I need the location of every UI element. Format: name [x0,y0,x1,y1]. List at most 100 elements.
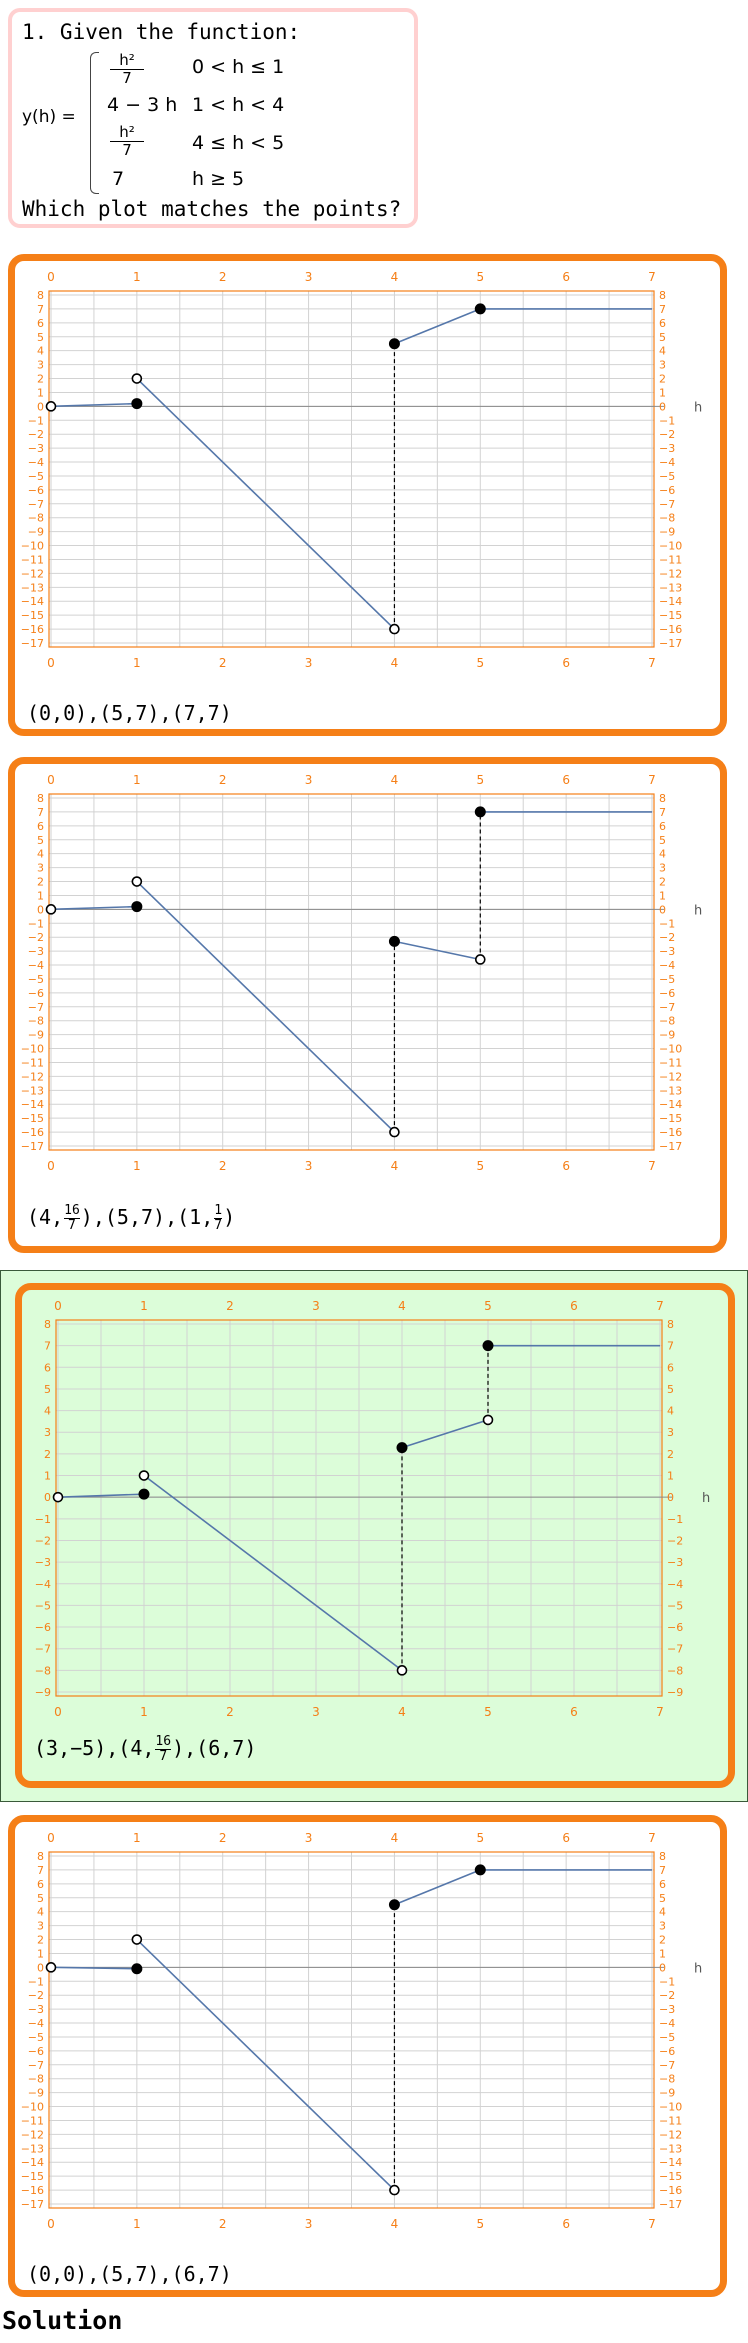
y-tick-label: −3 [28,945,44,958]
y-tick-label: −14 [21,2156,44,2169]
y-tick-label: −6 [659,987,675,1000]
y-tick-label: 1 [667,1470,674,1483]
option-3-caption: (3,−5),(4, 16 7),(6,7) [34,1735,256,1764]
closed-point [482,1340,494,1352]
y-tick-label: −2 [35,1534,51,1547]
y-tick-label: −10 [21,1043,44,1056]
y-tick-label: 5 [659,331,666,344]
option-2-panel[interactable]: h 0 0 1 1 2 2 3 3 4 4 5 5 6 6 7 7 −17 −17 −16 −16 −15 −15 −14 −1… [8,757,727,1253]
caption-text: , [92,1205,105,1229]
option-1-panel[interactable]: h 0 0 1 1 2 2 3 3 4 4 5 5 6 6 7 7 −17 −17 −16 −16 −15 −15 −14 −1… [8,254,727,736]
caption-text: (5,7) [104,1205,166,1229]
solution-heading[interactable]: Solution [2,2306,123,2335]
caption-text: (7,7) [171,701,232,725]
y-tick-label: −11 [21,2114,44,2127]
y-tick-label: 7 [44,1340,51,1353]
open-point [389,1126,400,1138]
y-tick-label: −4 [28,456,44,469]
y-tick-label: −5 [659,973,675,986]
caption-fraction: 16 7 [155,1734,172,1764]
open-point [45,401,57,412]
x-tick-label: 7 [648,1831,656,1845]
y-tick-label: −10 [21,540,44,553]
caption-text: (6,7) [196,1736,257,1760]
x-tick-label: 1 [133,656,141,670]
series-segment [57,1493,145,1498]
closed-point [388,935,400,947]
y-tick-label: −11 [21,553,44,566]
x-tick-label: 6 [570,1299,578,1313]
y-tick-label: 5 [37,1892,44,1905]
caption-text: , [106,1736,119,1760]
piece-2-expression: 4 − 3 h [107,94,178,116]
axis-label-h: h [694,400,702,415]
y-tick-label: 7 [659,1864,666,1877]
plot-frame [55,1319,663,1697]
y-tick-label: 8 [659,289,666,302]
y-tick-label: 1 [659,1947,666,1960]
caption-text: , [87,701,100,725]
y-tick-label: −10 [21,2101,44,2114]
series-segment [50,402,137,408]
y-tick-label: −13 [21,1084,44,1097]
y-tick-label: 0 [37,903,44,916]
x-tick-label: 2 [219,270,227,284]
caption-text: (3,−5) [34,1736,107,1760]
x-tick-label: 0 [47,1831,55,1845]
x-tick-label: 6 [562,773,570,787]
caption-fraction: 16 7 [64,1203,80,1233]
y-tick-label: 7 [37,303,44,316]
y-tick-label: −4 [659,456,675,469]
x-tick-label: 2 [219,1159,227,1173]
y-tick-label: −1 [667,1513,683,1526]
option-1-caption: (0,0),(5,7),(7,7) [27,701,232,725]
x-tick-label: 6 [562,270,570,284]
y-tick-label: 4 [659,345,666,358]
caption-text: (5,7) [99,2262,160,2286]
y-tick-label: 6 [44,1361,51,1374]
x-tick-label: 2 [219,1831,227,1845]
x-tick-label: 1 [133,2217,141,2231]
y-tick-label: −3 [659,442,675,455]
series-segment [136,377,395,630]
y-tick-label: −10 [659,2101,682,2114]
x-tick-label: 6 [562,1159,570,1173]
y-tick-label: −7 [28,2059,44,2072]
x-tick-label: 4 [391,1159,399,1173]
x-tick-label: 5 [476,1159,484,1173]
closed-point [396,1442,408,1454]
option-3-panel[interactable]: h 0 0 1 1 2 2 3 3 4 4 5 5 6 6 7 7 −9 −9 −8 −8 −7 −7 −6 −6 −5 −5 −4−… [15,1283,735,1788]
open-point [389,2184,400,2196]
question-prompt: Which plot matches the points? [22,197,402,221]
x-tick-label: 0 [54,1299,62,1313]
question-title: 1. Given the function: [22,20,301,44]
y-tick-label: −5 [659,470,675,483]
x-tick-label: 5 [476,773,484,787]
y-tick-label: −8 [35,1664,51,1677]
y-tick-label: −16 [659,623,682,636]
piece-1-condition: 0 < h ≤ 1 [192,56,285,78]
y-tick-label: −15 [659,2170,682,2183]
x-tick-label: 0 [47,2217,55,2231]
caption-text: , [159,701,172,725]
x-tick-label: 4 [391,656,399,670]
closed-point [138,1488,150,1500]
y-tick-label: −15 [21,2170,44,2183]
x-tick-label: 4 [398,1299,406,1313]
closed-point [131,901,143,913]
y-tick-label: −3 [28,2003,44,2016]
x-tick-label: 7 [656,1705,664,1719]
option-4-panel[interactable]: h 0 0 1 1 2 2 3 3 4 4 5 5 6 6 7 7 −17 −17 −16 −16 −15 −15 −14 −1… [8,1815,727,2297]
y-tick-label: −15 [21,1112,44,1125]
series-segment [394,940,481,961]
y-tick-label: −13 [659,2142,682,2155]
x-tick-label: 6 [562,656,570,670]
y-tick-label: −2 [667,1534,683,1547]
y-tick-label: 1 [37,1947,44,1960]
y-tick-label: −1 [28,414,44,427]
y-tick-label: 6 [659,317,666,330]
series-segment [394,1869,481,1906]
y-tick-label: −11 [659,1056,682,1069]
